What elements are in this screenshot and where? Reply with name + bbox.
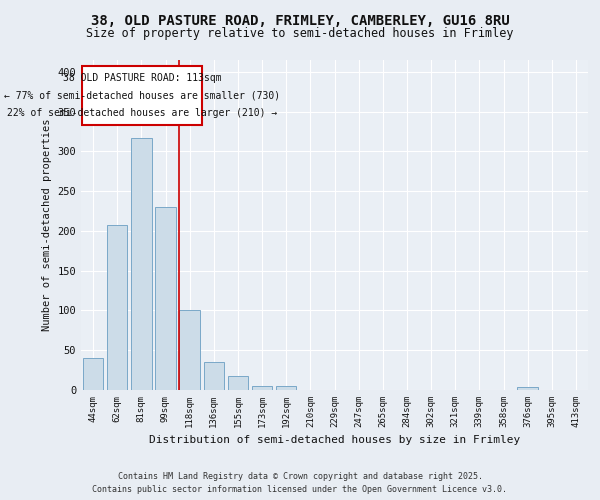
Text: Contains public sector information licensed under the Open Government Licence v3: Contains public sector information licen… [92, 485, 508, 494]
Bar [276, 386, 296, 390]
Text: 38, OLD PASTURE ROAD, FRIMLEY, CAMBERLEY, GU16 8RU: 38, OLD PASTURE ROAD, FRIMLEY, CAMBERLEY… [91, 14, 509, 28]
Bar [82, 66, 202, 125]
Text: 38 OLD PASTURE ROAD: 113sqm: 38 OLD PASTURE ROAD: 113sqm [63, 72, 221, 83]
Text: Size of property relative to semi-detached houses in Frimley: Size of property relative to semi-detach… [86, 28, 514, 40]
Bar [131, 138, 152, 390]
Bar [155, 207, 176, 390]
Bar [107, 226, 127, 390]
Bar [517, 387, 538, 390]
Text: ← 77% of semi-detached houses are smaller (730): ← 77% of semi-detached houses are smalle… [4, 90, 280, 100]
Text: 22% of semi-detached houses are larger (210) →: 22% of semi-detached houses are larger (… [7, 108, 277, 118]
X-axis label: Distribution of semi-detached houses by size in Frimley: Distribution of semi-detached houses by … [149, 436, 520, 446]
Bar [203, 362, 224, 390]
Bar [83, 358, 103, 390]
Text: Contains HM Land Registry data © Crown copyright and database right 2025.: Contains HM Land Registry data © Crown c… [118, 472, 482, 481]
Y-axis label: Number of semi-detached properties: Number of semi-detached properties [42, 118, 52, 331]
Bar [179, 310, 200, 390]
Bar [252, 386, 272, 390]
Bar [227, 376, 248, 390]
